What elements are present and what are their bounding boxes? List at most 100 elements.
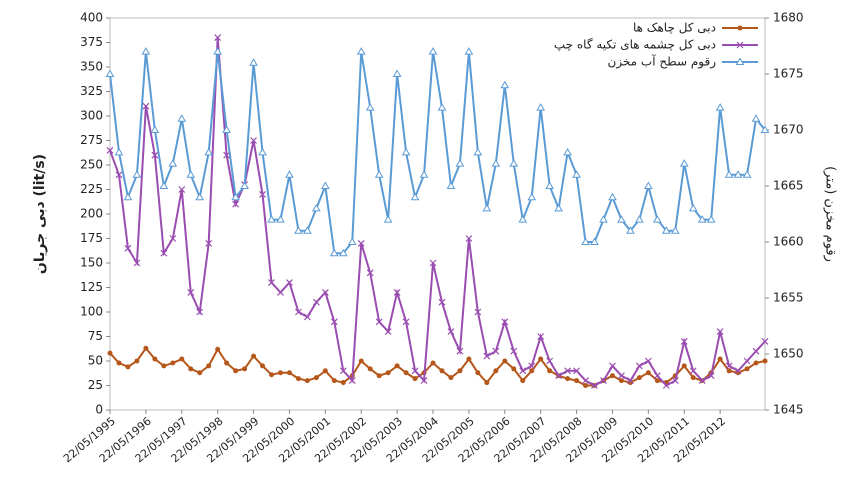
point — [706, 215, 716, 223]
point — [204, 147, 214, 156]
point — [214, 34, 222, 42]
point — [591, 382, 598, 389]
point — [689, 367, 697, 375]
point — [437, 103, 447, 111]
point — [215, 346, 221, 352]
point — [106, 146, 114, 154]
point — [536, 103, 546, 111]
point — [547, 368, 553, 374]
point — [626, 226, 635, 234]
point — [197, 370, 203, 376]
point — [725, 362, 733, 370]
point — [313, 375, 319, 381]
point — [249, 58, 258, 66]
point — [645, 370, 651, 376]
point — [501, 318, 509, 326]
point — [259, 190, 266, 198]
y-tick-label: 25 — [88, 378, 103, 392]
point — [141, 47, 151, 55]
y-tick-label: 275 — [80, 133, 103, 147]
point — [670, 226, 680, 234]
point — [600, 377, 607, 385]
point — [617, 215, 626, 223]
point — [545, 181, 555, 189]
point — [653, 372, 661, 380]
point — [159, 181, 169, 189]
y2-tick-label: 1675 — [773, 67, 804, 81]
y-tick-label: 100 — [80, 305, 103, 319]
point — [510, 347, 518, 355]
point — [636, 375, 642, 381]
point — [430, 360, 436, 366]
point — [679, 159, 689, 167]
point — [518, 215, 528, 223]
point — [269, 372, 275, 378]
point — [491, 159, 501, 167]
point — [213, 47, 223, 55]
point — [303, 226, 312, 234]
point — [528, 362, 536, 370]
y-tick-label: 400 — [80, 11, 103, 25]
point — [385, 370, 391, 376]
point — [457, 368, 463, 374]
point — [242, 366, 248, 372]
point — [358, 358, 364, 364]
point — [250, 137, 257, 144]
point — [151, 151, 159, 159]
point — [583, 383, 589, 388]
point — [186, 170, 196, 178]
point — [724, 170, 734, 178]
point — [258, 147, 267, 156]
point — [744, 366, 750, 372]
point — [125, 364, 131, 370]
point — [276, 215, 285, 223]
point — [456, 347, 464, 355]
point — [447, 328, 455, 336]
point — [295, 308, 302, 316]
point — [114, 147, 124, 156]
point — [187, 288, 195, 296]
legend-label: رقوم سطح آب مخزن — [608, 54, 717, 70]
point — [751, 114, 761, 122]
point — [493, 368, 499, 374]
point — [412, 376, 418, 382]
point — [527, 192, 537, 201]
point — [392, 69, 402, 77]
point — [105, 69, 115, 77]
point — [223, 151, 231, 159]
point — [681, 363, 687, 369]
y2-tick-label: 1645 — [773, 403, 804, 417]
point — [401, 147, 411, 156]
point — [107, 350, 113, 356]
point — [734, 367, 742, 375]
point — [384, 328, 392, 336]
point — [475, 370, 481, 376]
point — [609, 362, 616, 370]
legend-label: دبی کل چشمه های تکیه گاه چپ — [554, 38, 716, 52]
y-tick-label: 175 — [80, 231, 103, 245]
point — [618, 372, 625, 380]
point — [582, 377, 589, 385]
point — [366, 269, 374, 277]
point — [348, 377, 356, 385]
y-tick-label: 200 — [80, 207, 103, 221]
point — [232, 200, 240, 208]
point — [465, 235, 473, 242]
point — [429, 259, 437, 267]
legend-label: دبی کل چاهک ها — [633, 21, 716, 35]
point — [260, 363, 266, 369]
point — [304, 378, 310, 384]
y2-tick-label: 1670 — [773, 123, 804, 137]
point — [564, 367, 572, 375]
point — [698, 377, 706, 385]
point — [752, 347, 760, 355]
point — [654, 378, 660, 384]
point — [618, 378, 624, 384]
point — [196, 308, 204, 316]
point — [762, 358, 768, 364]
point — [169, 235, 177, 242]
point — [330, 318, 338, 326]
point — [168, 159, 178, 167]
point — [338, 248, 348, 257]
point — [286, 279, 293, 287]
